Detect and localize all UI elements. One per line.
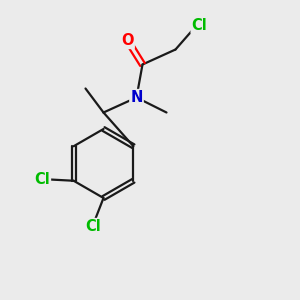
Text: Cl: Cl <box>34 172 50 187</box>
Text: N: N <box>130 90 143 105</box>
Text: Cl: Cl <box>192 18 207 33</box>
Text: Cl: Cl <box>85 219 101 234</box>
Text: O: O <box>121 33 134 48</box>
